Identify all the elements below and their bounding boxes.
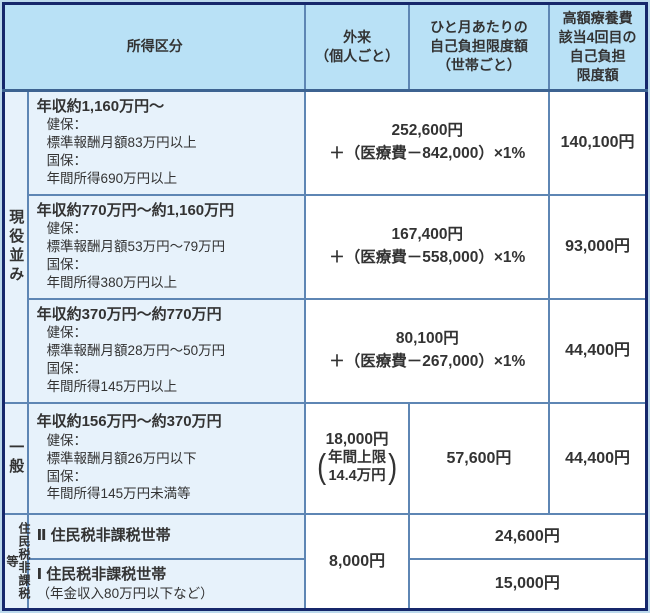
income-title: 年収約156万円～約370万円 xyxy=(36,413,222,431)
group-label-general-text: 一般 xyxy=(7,439,25,478)
monthly-limit-cell: 15,000円 xyxy=(407,557,648,611)
annual-cap-note: ( 年間上限 14.4万円 ) xyxy=(316,449,399,485)
income-desc-cell: 年収約156万円～約370万円 健保： 標準報酬月額26万円以下 国保： 年間所… xyxy=(26,401,307,515)
income-title: 年収約370万円～約770万円 xyxy=(36,305,222,323)
monthly-limit-cell: 80,100円 ＋（医療費－267,000）×1% xyxy=(304,297,551,404)
income-detail: 健保： 標準報酬月額28万円～50万円 国保： 年間所得145万円以上 xyxy=(46,325,226,394)
income-desc-cell: 年収約1,160万円～ 健保： 標準報酬月額83万円以上 国保： 年間所得690… xyxy=(26,89,307,196)
table-row-tax-exempt-2: 住民税非課税等 Ⅱ 住民税非課税世帯 8,000円 24,600円 xyxy=(2,512,648,611)
outpatient-limit-with-cap: 18,000円 ( 年間上限 14.4万円 ) xyxy=(312,431,401,486)
table-row-income-156-370: 一般 年収約156万円～約370万円 健保： 標準報酬月額26万円以下 国保： … xyxy=(2,401,648,515)
income-detail: 健保： 標準報酬月額26万円以下 国保： 年間所得145万円未満等 xyxy=(46,432,197,502)
table-row-income-770-1160: 年収約770万円～約1,160万円 健保： 標準報酬月額53万円～79万円 国保… xyxy=(4,193,648,300)
outpatient-limit-cell: 8,000円 xyxy=(304,512,410,611)
group-label-working: 現役並み xyxy=(2,89,29,404)
group-label-tax-exempt: 住民税非課税等 xyxy=(2,512,31,611)
group-label-tax-exempt-text: 住民税非課税等 xyxy=(5,522,31,601)
group-label-working-text: 現役並み xyxy=(7,208,25,285)
income-title: 年収約1,160万円～ xyxy=(36,97,165,115)
header-row: 所得区分 外来 （個人ごと） ひと月あたりの 自己負担限度額 （世帯ごと） 高額… xyxy=(2,2,648,92)
income-desc-cell: Ⅰ 住民税非課税世帯 （年金収入80万円以下など） xyxy=(26,557,307,611)
monthly-limit-cell: 167,400円 ＋（医療費－558,000）×1% xyxy=(304,193,551,300)
monthly-limit-cell: 252,600円 ＋（医療費－842,000）×1% xyxy=(304,89,551,196)
income-desc-cell: Ⅱ 住民税非課税世帯 xyxy=(26,512,307,560)
outpatient-limit-cell: 18,000円 ( 年間上限 14.4万円 ) xyxy=(304,401,410,515)
open-paren: ( xyxy=(316,448,326,487)
group-label-general: 一般 xyxy=(2,401,29,515)
header-monthly-limit: ひと月あたりの 自己負担限度額 （世帯ごと） xyxy=(407,2,551,92)
income-title: 年収約770万円～約1,160万円 xyxy=(36,201,235,219)
fourth-limit-cell: 93,000円 xyxy=(548,193,648,300)
close-paren: ) xyxy=(388,448,398,487)
table-row-income-370-770: 年収約370万円～約770万円 健保： 標準報酬月額28万円～50万円 国保： … xyxy=(4,297,648,404)
outpatient-amount: 18,000円 xyxy=(325,430,389,448)
income-detail: 健保： 標準報酬月額53万円～79万円 国保： 年間所得380万円以上 xyxy=(46,221,226,290)
table-row-income-1160plus: 現役並み 年収約1,160万円～ 健保： 標準報酬月額83万円以上 国保： 年間… xyxy=(2,89,648,404)
fourth-limit-cell: 44,400円 xyxy=(548,401,648,515)
fourth-limit-cell: 44,400円 xyxy=(548,297,648,404)
annual-cap-text: 年間上限 14.4万円 xyxy=(328,450,387,485)
income-detail: 健保： 標準報酬月額83万円以上 国保： 年間所得690万円以上 xyxy=(46,117,197,186)
income-title: Ⅱ 住民税非課税世帯 xyxy=(36,526,171,544)
income-note: （年金収入80万円以下など） xyxy=(36,585,214,601)
header-outpatient: 外来 （個人ごと） xyxy=(304,2,410,92)
monthly-limit-cell: 57,600円 xyxy=(407,401,551,515)
monthly-limit-cell: 24,600円 xyxy=(407,512,648,560)
income-title: Ⅰ 住民税非課税世帯 xyxy=(36,565,167,583)
fourth-limit-cell: 140,100円 xyxy=(548,89,648,196)
header-fourth-limit: 高額療養費 該当4回目の 自己負担 限度額 xyxy=(548,2,648,92)
income-desc-cell: 年収約770万円～約1,160万円 健保： 標準報酬月額53万円～79万円 国保… xyxy=(26,193,307,300)
income-desc-cell: 年収約370万円～約770万円 健保： 標準報酬月額28万円～50万円 国保： … xyxy=(26,297,307,404)
header-income-category: 所得区分 xyxy=(2,2,307,92)
